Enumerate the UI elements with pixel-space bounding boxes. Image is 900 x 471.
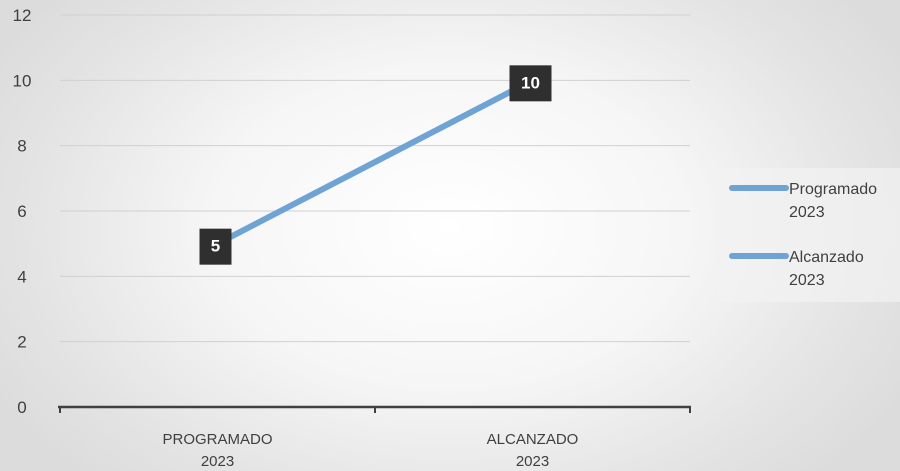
- x-category-label-line: PROGRAMADO: [162, 431, 272, 448]
- series-line: [214, 77, 536, 247]
- data-label-text: 5: [211, 237, 220, 256]
- x-category-label-line: 2023: [201, 453, 234, 470]
- y-tick-label: 6: [17, 202, 26, 221]
- gridlines: [60, 14, 690, 343]
- legend-label: Alcanzado 2023: [789, 249, 864, 289]
- y-tick-label: 10: [13, 71, 32, 90]
- series-lines: [214, 77, 536, 247]
- y-tick-label: 4: [17, 267, 26, 286]
- data-labels: 5 10: [199, 65, 552, 265]
- x-category-label-line: ALCANZADO: [487, 431, 579, 448]
- y-axis-tick-labels: 0 2 4 6 8 10 12: [13, 6, 32, 417]
- legend-label-line: Alcanzado: [789, 249, 864, 266]
- data-label-box: [199, 228, 232, 265]
- x-category-label: ALCANZADO 2023: [487, 431, 579, 470]
- data-label-box: [509, 65, 552, 102]
- data-label-text: 10: [521, 73, 540, 92]
- legend-label-line: 2023: [789, 204, 825, 221]
- legend-label-line: Programado: [789, 181, 877, 198]
- data-label: 10: [509, 65, 552, 102]
- data-label: 5: [199, 228, 232, 265]
- legend-label-line: 2023: [789, 272, 825, 289]
- y-tick-label: 12: [13, 6, 32, 25]
- legend-label: Programado 2023: [789, 181, 877, 221]
- x-category-label-line: 2023: [516, 453, 549, 470]
- y-tick-label: 0: [17, 398, 26, 417]
- y-tick-label: 2: [17, 333, 26, 352]
- y-tick-label: 8: [17, 137, 26, 156]
- x-axis: PROGRAMADO 2023 ALCANZADO 2023: [58, 405, 691, 470]
- legend: Programado 2023 Alcanzado 2023: [718, 168, 900, 302]
- x-category-label: PROGRAMADO 2023: [162, 431, 272, 470]
